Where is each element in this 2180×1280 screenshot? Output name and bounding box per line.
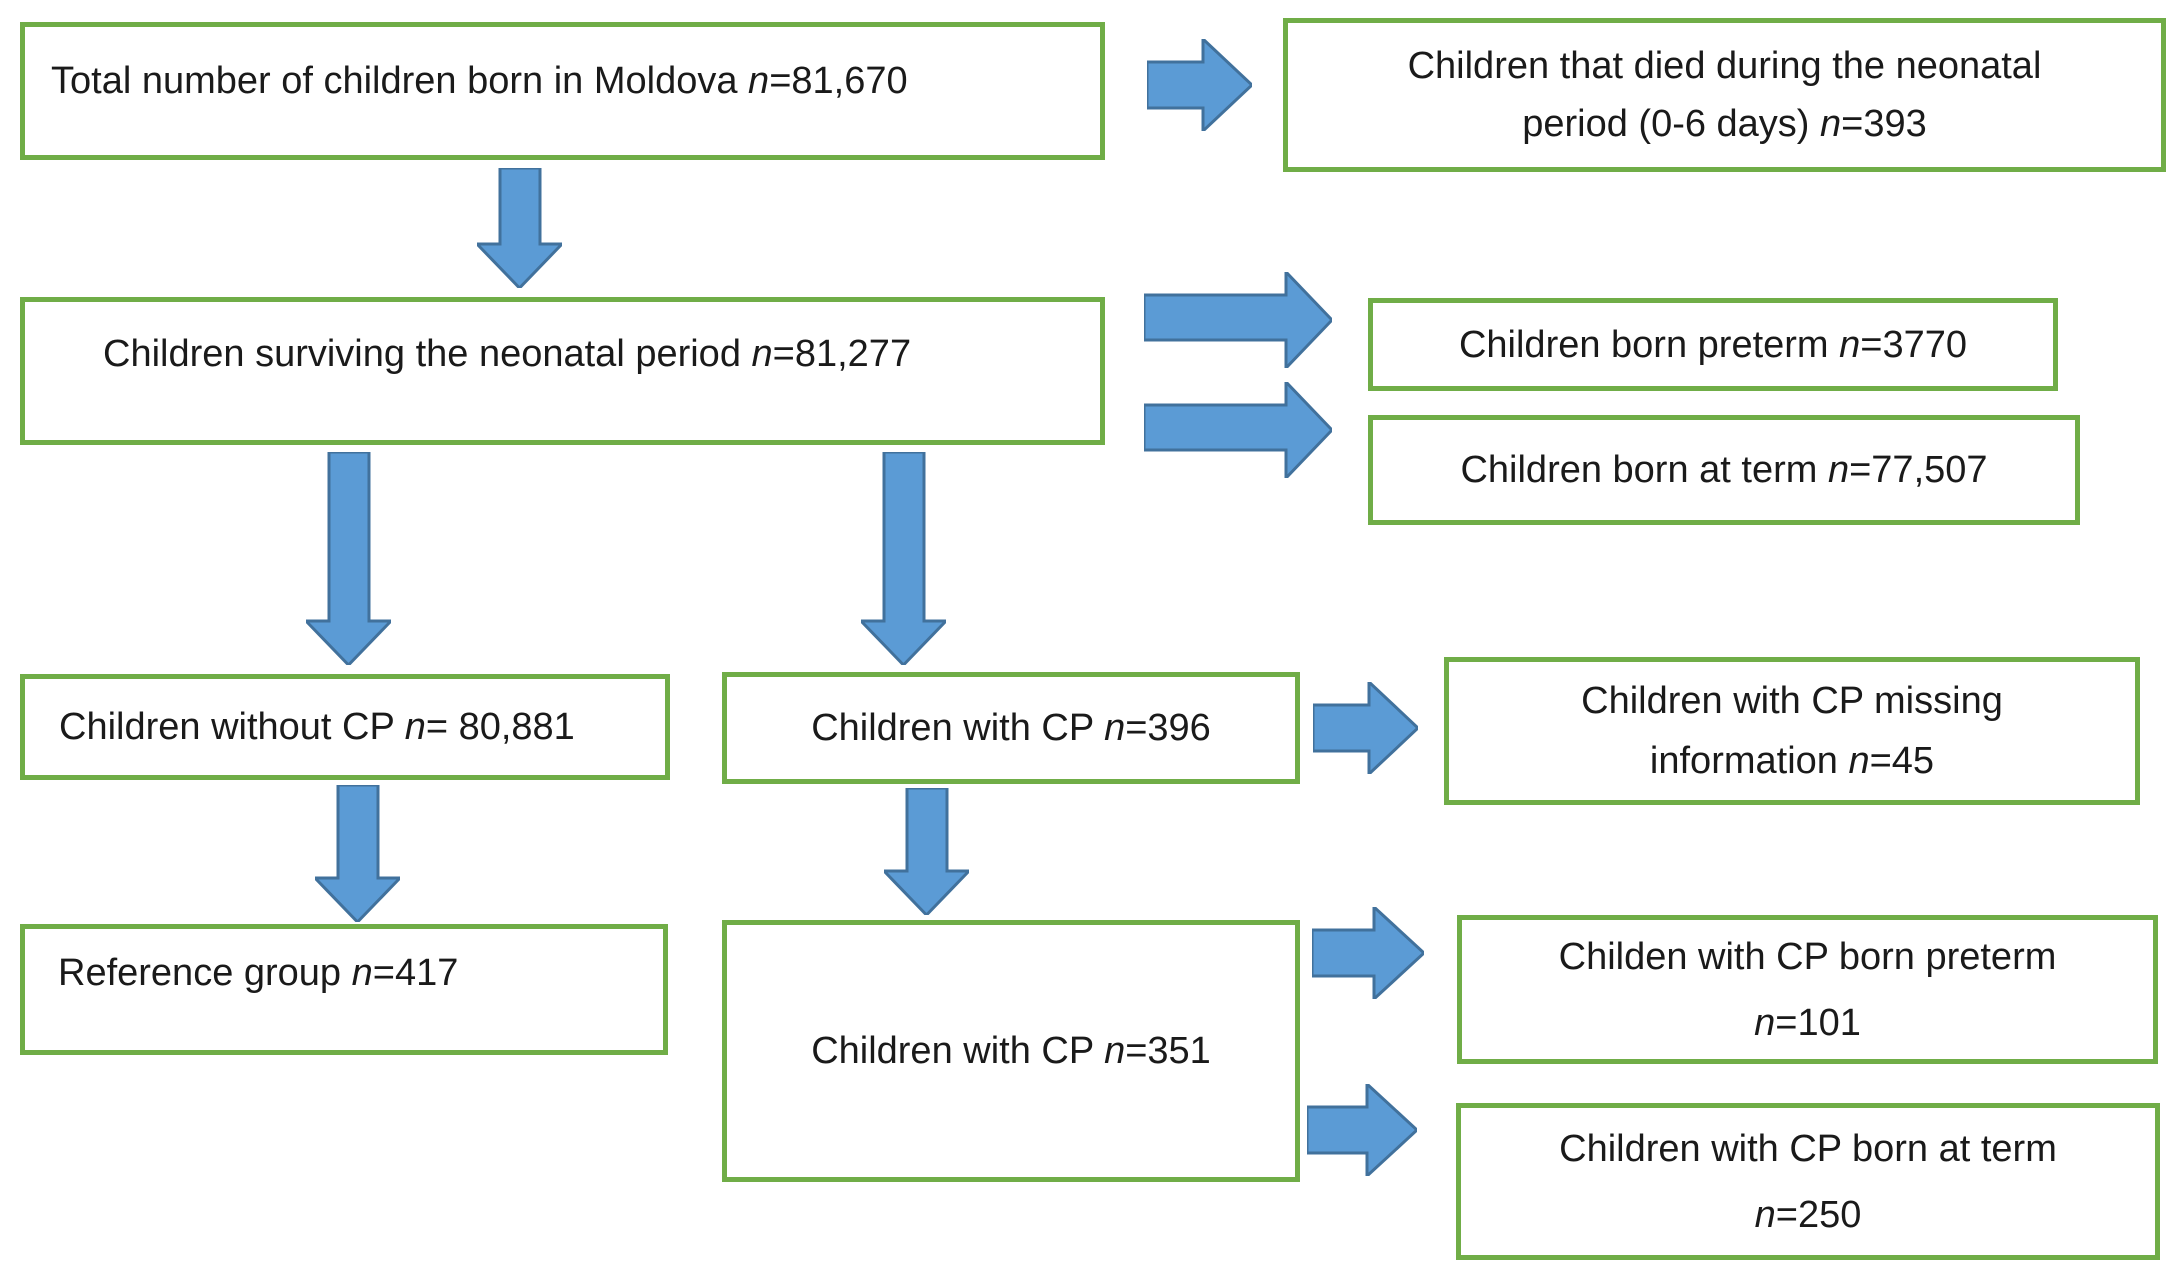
- box-with-cp-registered: Children with CP n=396: [722, 672, 1300, 784]
- n-variable: n: [404, 706, 426, 748]
- box-born-at-term-text: Children born at term n=77,507: [1373, 446, 2075, 494]
- arrow-down-without-cp-to-reference-icon: [315, 785, 400, 922]
- n-variable: n: [1820, 103, 1842, 145]
- text-segment: Total number of children born in Moldova: [51, 60, 749, 102]
- box-without-cp-text: Children without CP n= 80,881: [59, 703, 665, 751]
- box-born-preterm-text: Children born preterm n=3770: [1373, 321, 2053, 369]
- arrow-down-with-cp-to-included-icon: [884, 788, 969, 915]
- text-segment: Children born at term: [1460, 449, 1828, 491]
- arrow-down-surviving-to-with-cp-icon: [861, 452, 946, 665]
- n-variable: n: [748, 60, 770, 102]
- n-variable: n: [1104, 1030, 1126, 1072]
- box-cp-missing-info: Children with CP missing information n=4…: [1444, 657, 2140, 805]
- text-segment: =396: [1125, 707, 1211, 749]
- arrow-right-included-to-term-icon: [1307, 1084, 1417, 1176]
- arrow-right-surviving-to-preterm-icon: [1144, 272, 1332, 368]
- n-variable: n: [1827, 449, 1850, 491]
- arrow-right-with-cp-to-missing-icon: [1313, 682, 1418, 774]
- text-segment: =77,507: [1849, 449, 1988, 491]
- text-segment: =417: [372, 952, 459, 994]
- text-segment: =3770: [1860, 323, 1968, 366]
- box-cp-born-preterm-line1: Childen with CP born preterm: [1558, 935, 2057, 978]
- box-without-cp: Children without CP n= 80,881: [20, 674, 670, 780]
- text-segment: =250: [1775, 1193, 1862, 1236]
- box-total-born-text: Total number of children born in Moldova…: [51, 57, 1100, 105]
- arrow-down-total-to-surviving-icon: [477, 168, 562, 288]
- arrow-down-surviving-to-without-cp-icon: [306, 452, 391, 665]
- box-born-at-term: Children born at term n=77,507: [1368, 415, 2080, 525]
- box-reference-group-text: Reference group n=417: [58, 949, 663, 997]
- text-segment: =45: [1869, 740, 1935, 782]
- n-variable: n: [1104, 707, 1126, 749]
- arrow-right-included-to-preterm-icon: [1312, 907, 1424, 999]
- box-died-neonatal: Children that died during the neonatal p…: [1283, 18, 2166, 172]
- arrow-right-total-to-died-icon: [1147, 39, 1252, 131]
- n-variable: n: [1839, 323, 1861, 366]
- text-segment: Children born preterm: [1458, 323, 1840, 366]
- box-cp-missing-info-line2: information n=45: [1449, 731, 2135, 791]
- box-born-preterm: Children born preterm n=3770: [1368, 298, 2058, 391]
- text-segment: Children surviving the neonatal period: [103, 333, 752, 375]
- text-segment: =101: [1775, 1001, 1861, 1044]
- box-cp-born-preterm-line2: n=101: [1462, 990, 2153, 1056]
- text-segment: Children with CP: [811, 707, 1105, 749]
- n-variable: n: [1754, 1193, 1776, 1236]
- text-segment: Children with CP: [811, 1030, 1105, 1072]
- n-variable: n: [751, 333, 773, 375]
- n-variable: n: [1848, 740, 1870, 782]
- text-segment: Reference group: [58, 952, 352, 994]
- box-died-neonatal-line2: period (0-6 days) n=393: [1288, 95, 2161, 153]
- arrow-right-surviving-to-term-icon: [1144, 382, 1332, 478]
- text-segment: =81,277: [772, 333, 912, 375]
- n-variable: n: [351, 952, 373, 994]
- text-segment: = 80,881: [425, 706, 575, 748]
- box-died-neonatal-line1: Children that died during the neonatal: [1407, 45, 2042, 87]
- box-with-cp-included: Children with CP n=351: [722, 920, 1300, 1182]
- box-cp-born-at-term-line1: Children with CP born at term: [1559, 1127, 2057, 1170]
- box-reference-group: Reference group n=417: [20, 924, 668, 1055]
- text-segment: =393: [1841, 103, 1927, 145]
- box-cp-born-at-term-line2: n=250: [1461, 1182, 2155, 1248]
- box-surviving-text: Children surviving the neonatal period n…: [103, 330, 1100, 378]
- text-segment: =81,670: [769, 60, 908, 102]
- box-total-born: Total number of children born in Moldova…: [20, 22, 1105, 160]
- box-with-cp-included-text: Children with CP n=351: [727, 1027, 1295, 1075]
- box-cp-born-preterm: Childen with CP born preterm n=101: [1457, 915, 2158, 1064]
- text-segment: information: [1649, 740, 1849, 782]
- box-cp-born-at-term: Children with CP born at term n=250: [1456, 1103, 2160, 1260]
- text-segment: period (0-6 days): [1522, 103, 1821, 145]
- text-segment: =351: [1125, 1030, 1211, 1072]
- box-cp-missing-info-line1: Children with CP missing: [1581, 680, 2003, 722]
- n-variable: n: [1754, 1001, 1776, 1044]
- text-segment: Children without CP: [59, 706, 405, 748]
- box-with-cp-registered-text: Children with CP n=396: [727, 704, 1295, 752]
- box-surviving-neonatal: Children surviving the neonatal period n…: [20, 297, 1105, 445]
